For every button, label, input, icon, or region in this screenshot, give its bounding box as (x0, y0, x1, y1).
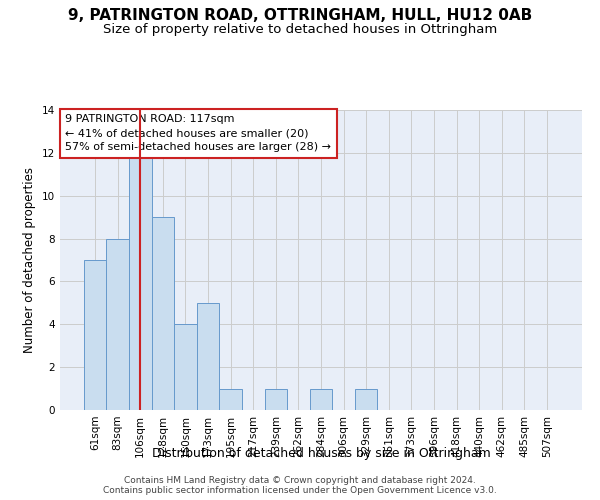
Text: 9 PATRINGTON ROAD: 117sqm
← 41% of detached houses are smaller (20)
57% of semi-: 9 PATRINGTON ROAD: 117sqm ← 41% of detac… (65, 114, 331, 152)
Bar (174, 324, 197, 410)
Text: Size of property relative to detached houses in Ottringham: Size of property relative to detached ho… (103, 22, 497, 36)
Bar (220, 388, 242, 410)
Text: 9, PATRINGTON ROAD, OTTRINGHAM, HULL, HU12 0AB: 9, PATRINGTON ROAD, OTTRINGHAM, HULL, HU… (68, 8, 532, 22)
Text: Contains HM Land Registry data © Crown copyright and database right 2024.
Contai: Contains HM Land Registry data © Crown c… (103, 476, 497, 495)
Bar (129, 153, 152, 410)
Bar (355, 388, 377, 410)
Bar (310, 388, 332, 410)
Bar (106, 238, 129, 410)
Bar (265, 388, 287, 410)
Bar (152, 217, 174, 410)
Bar (197, 303, 220, 410)
Y-axis label: Number of detached properties: Number of detached properties (23, 167, 37, 353)
Text: Distribution of detached houses by size in Ottringham: Distribution of detached houses by size … (152, 448, 490, 460)
Bar (84, 260, 106, 410)
